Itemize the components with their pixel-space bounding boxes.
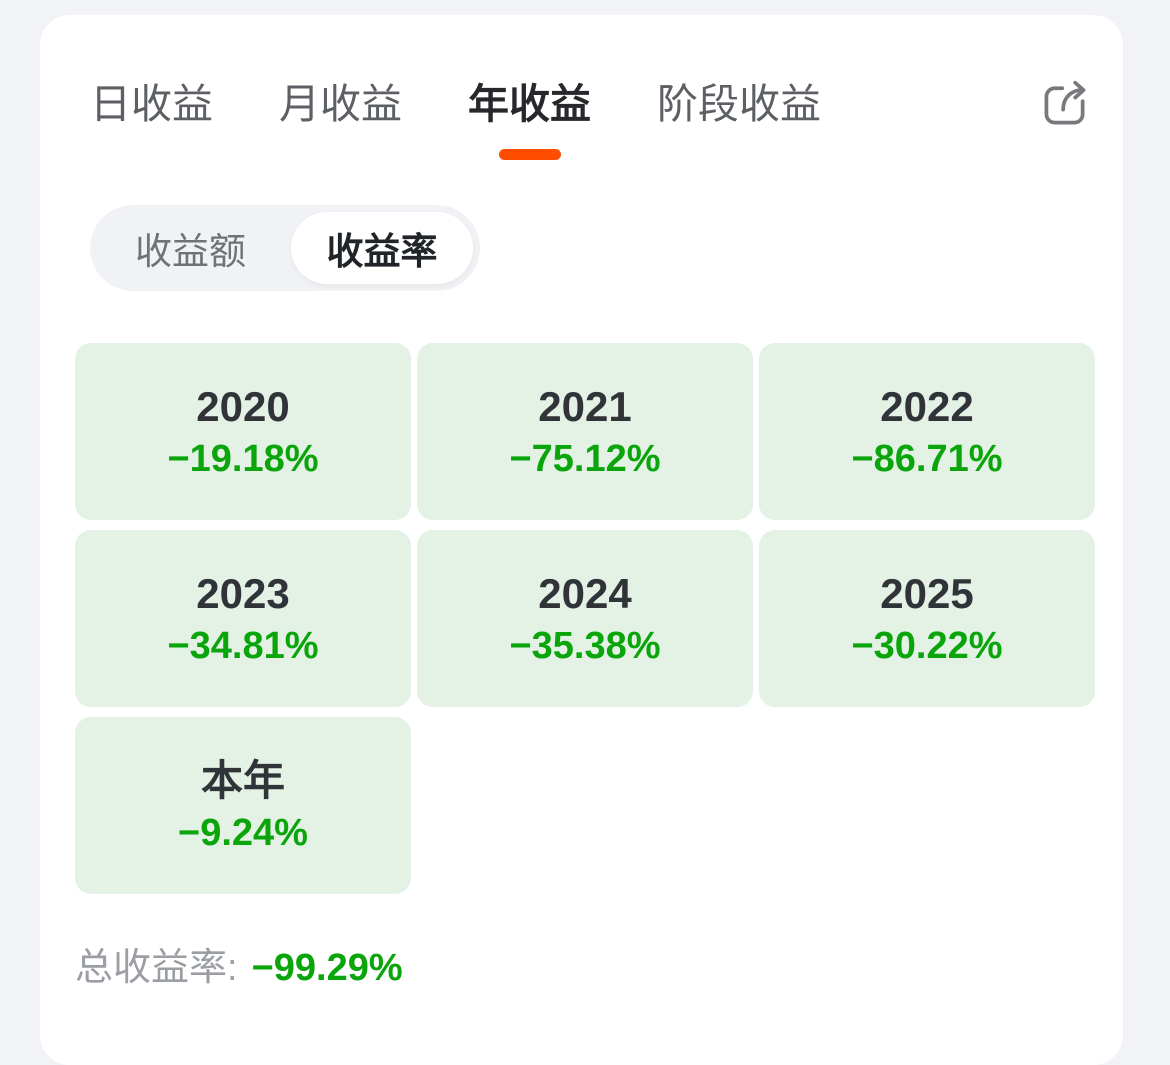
tab-yearly-returns-label: 年收益 <box>468 81 591 128</box>
card-period: 2025 <box>880 569 974 617</box>
segment-return-rate[interactable]: 收益率 <box>291 212 473 284</box>
card-period: 2024 <box>538 569 632 617</box>
card-value: −35.38% <box>509 624 661 667</box>
return-card-2022: 2022 −86.71% <box>759 343 1095 520</box>
card-value: −86.71% <box>851 437 1003 480</box>
card-period: 2022 <box>880 382 974 430</box>
card-period: 本年 <box>200 756 285 804</box>
yearly-returns-grid: 2020 −19.18% 2021 −75.12% 2022 −86.71% 2… <box>75 343 1095 894</box>
total-return-value: −99.29% <box>251 947 403 989</box>
total-return-label: 总收益率: <box>75 947 238 989</box>
tab-daily-returns[interactable]: 日收益 <box>90 81 213 128</box>
returns-panel: 日收益 月收益 年收益 阶段收益 收益额 收益率 2020 −19.18% 2 <box>40 15 1123 1065</box>
card-period: 2021 <box>538 382 632 430</box>
card-value: −34.81% <box>167 624 319 667</box>
card-period: 2020 <box>196 382 290 430</box>
card-value: −75.12% <box>509 437 661 480</box>
value-type-segmented-control: 收益额 收益率 <box>90 205 480 291</box>
total-return-row: 总收益率: −99.29% <box>75 936 1123 991</box>
return-card-2021: 2021 −75.12% <box>417 343 753 520</box>
return-card-2020: 2020 −19.18% <box>75 343 411 520</box>
share-icon <box>1039 79 1091 131</box>
active-tab-underline <box>498 148 561 160</box>
tab-bar: 日收益 月收益 年收益 阶段收益 <box>40 15 1123 160</box>
tab-period-returns[interactable]: 阶段收益 <box>657 81 821 128</box>
return-card-2024: 2024 −35.38% <box>417 530 753 707</box>
return-card-2023: 2023 −34.81% <box>75 530 411 707</box>
share-button[interactable] <box>1037 77 1093 133</box>
card-value: −30.22% <box>851 624 1003 667</box>
card-value: −19.18% <box>167 437 319 480</box>
segment-return-amount[interactable]: 收益额 <box>135 231 246 272</box>
tab-yearly-returns[interactable]: 年收益 <box>468 81 591 160</box>
return-card-2025: 2025 −30.22% <box>759 530 1095 707</box>
card-period: 2023 <box>196 569 290 617</box>
return-card-current-year: 本年 −9.24% <box>75 717 411 894</box>
card-value: −9.24% <box>178 811 308 854</box>
tab-monthly-returns[interactable]: 月收益 <box>279 81 402 128</box>
